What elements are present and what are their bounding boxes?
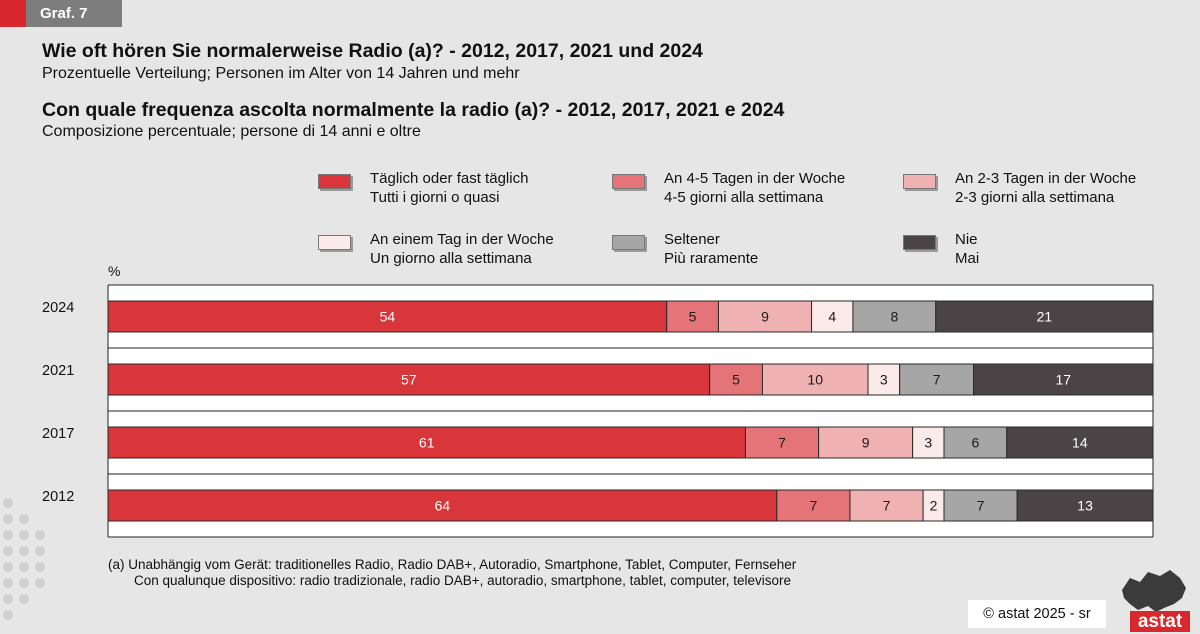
data-label: 4	[828, 309, 836, 325]
legend-label-de: Seltener	[664, 231, 720, 248]
legend-label-de: Nie	[955, 231, 978, 248]
bar-segment	[943, 489, 1018, 522]
data-label: 6	[971, 435, 979, 451]
bar-segment	[1006, 426, 1154, 459]
bar-segment	[818, 426, 914, 459]
bar-segment	[761, 363, 869, 396]
legend-item-3: An einem Tag in der Woche Un giorno alla …	[370, 230, 554, 268]
footnote-line-2: Con qualunque dispositivo: radio tradizi…	[134, 573, 792, 588]
legend-label-it: Tutti i giorni o quasi	[370, 189, 500, 206]
legend-label-de: An 2-3 Tagen in der Woche	[955, 170, 1137, 187]
legend-item-1: An 4-5 Tagen in der Woche 4-5 giorni alla…	[664, 169, 845, 207]
legend-swatch-3	[318, 235, 351, 250]
year-label: 2012	[42, 488, 75, 505]
bar-segment	[811, 300, 854, 333]
subtitle-it: Composizione percentuale; persone di 14 …	[42, 123, 421, 140]
data-label: 21	[1037, 309, 1053, 325]
legend-swatch-4	[612, 235, 645, 250]
legend-swatch-5	[903, 235, 936, 250]
legend-swatch-0	[318, 174, 351, 189]
legend-label-de: An einem Tag in der Woche	[370, 231, 554, 248]
data-label: 5	[689, 309, 697, 325]
data-label: 7	[809, 498, 817, 514]
unit-label: %	[108, 263, 121, 279]
legend-label-de: An 4-5 Tagen in der Woche	[664, 170, 846, 187]
bar-segment	[1016, 489, 1154, 522]
legend-label-de: Täglich oder fast täglich	[370, 170, 529, 187]
data-label: 7	[933, 372, 941, 388]
title-it: Con quale frequenza ascolta normalmente …	[42, 99, 785, 121]
data-label: 14	[1072, 435, 1088, 451]
bar-segment	[717, 300, 813, 333]
bar-segment	[912, 426, 945, 459]
legend-label-it: 2-3 giorni alla settimana	[955, 189, 1115, 206]
legend-item-5: Nie Mai	[955, 230, 979, 268]
bar-segment	[776, 489, 851, 522]
south-tyrol-map-icon	[1122, 570, 1186, 612]
title-de: Wie oft hören Sie normalerweise Radio (a…	[42, 40, 703, 62]
data-label: 17	[1055, 372, 1071, 388]
bar-segment	[973, 363, 1154, 396]
legend-label-it: Più raramente	[664, 250, 759, 267]
data-label: 5	[732, 372, 740, 388]
legend-label-it: Un giorno alla settimana	[370, 250, 532, 267]
bar-segment	[744, 426, 820, 459]
legend-label-it: Mai	[955, 250, 980, 267]
subtitle-de: Prozentuelle Verteilung; Personen im Alt…	[42, 65, 520, 82]
data-label: 3	[924, 435, 932, 451]
data-label: 10	[807, 372, 823, 388]
data-label: 7	[883, 498, 891, 514]
data-label: 3	[880, 372, 888, 388]
data-label: 7	[977, 498, 985, 514]
legend-swatch-2	[903, 174, 936, 189]
data-label: 7	[778, 435, 786, 451]
data-label: 9	[761, 309, 769, 325]
bar-segment	[107, 363, 711, 396]
bar-segment	[666, 300, 719, 333]
bar-segment	[709, 363, 763, 396]
data-label: 61	[419, 435, 435, 451]
footnote: (a) Unabhängig vom Gerät: traditionelles…	[108, 557, 796, 589]
legend-swatch-1	[612, 174, 645, 189]
footnote-line-1: (a) Unabhängig vom Gerät: traditionelles…	[108, 557, 797, 572]
legend-item-0: Täglich oder fast täglich Tutti i giorni …	[370, 169, 528, 207]
year-label: 2017	[42, 425, 75, 442]
legend-label-it: 4-5 giorni alla settimana	[664, 189, 824, 206]
tag-accent	[0, 0, 26, 27]
year-label: 2021	[42, 362, 75, 379]
data-label: 57	[401, 372, 417, 388]
data-label: 54	[380, 309, 396, 325]
tag-label: Graf. 7	[26, 0, 122, 27]
legend-item-2: An 2-3 Tagen in der Woche 2-3 giorni alla…	[955, 169, 1136, 207]
year-label: 2024	[42, 299, 75, 316]
data-label: 13	[1077, 498, 1093, 514]
bar-segment	[935, 300, 1154, 333]
bar-segment	[107, 300, 668, 333]
copyright: © astat 2025 - sr	[968, 600, 1106, 628]
data-label: 8	[890, 309, 898, 325]
legend-item-4: Seltener Più raramente	[664, 230, 758, 268]
astat-logo: astat	[1130, 611, 1190, 632]
bar-segment	[867, 363, 901, 396]
bar-segment	[899, 363, 975, 396]
decorative-dots	[3, 498, 45, 620]
graph-tag: Graf. 7	[0, 0, 122, 27]
data-label: 9	[862, 435, 870, 451]
data-label: 64	[435, 498, 451, 514]
data-label: 2	[930, 498, 938, 514]
